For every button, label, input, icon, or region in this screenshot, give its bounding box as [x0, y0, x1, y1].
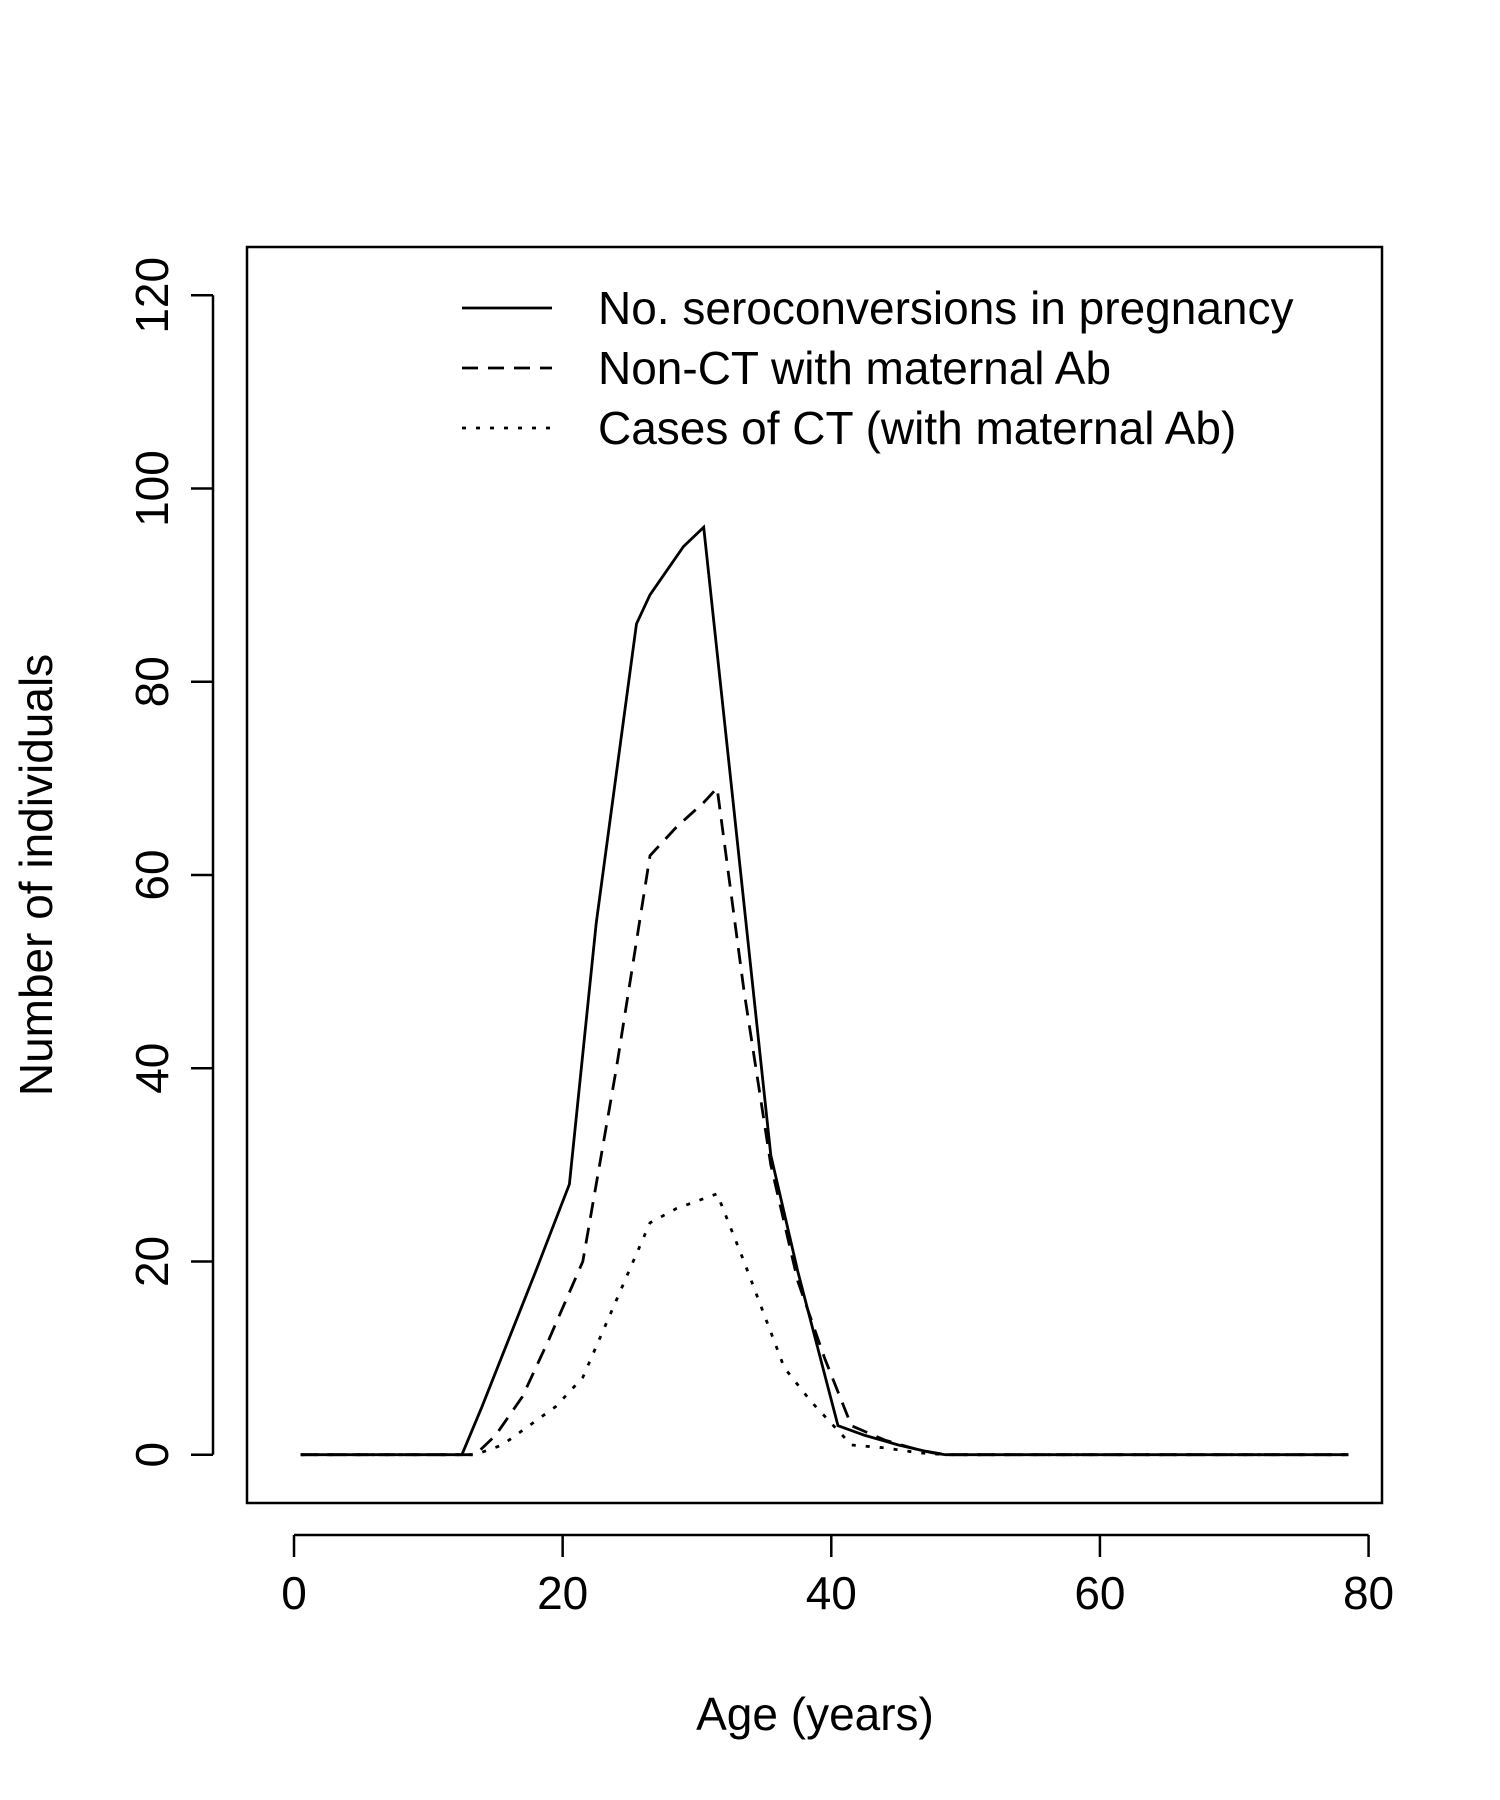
series-line-dotted	[300, 1192, 1349, 1457]
y-tick-label: 40	[126, 1043, 178, 1094]
y-tick-label: 100	[126, 450, 178, 527]
y-tick-label: 0	[126, 1442, 178, 1468]
series-line-solid	[300, 524, 1349, 1457]
y-axis-label: Number of individuals	[10, 654, 62, 1096]
x-tick-label: 0	[281, 1567, 307, 1619]
y-axis: 0 20 40 60 80 100 120	[126, 257, 215, 1468]
x-tick-label: 40	[806, 1567, 857, 1619]
legend: No. seroconversions in pregnancy Non-CT w…	[462, 282, 1293, 454]
y-tick-label: 60	[126, 849, 178, 900]
plot-frame	[245, 245, 1384, 1505]
x-axis-label: Age (years)	[696, 1688, 934, 1740]
series-line-dashed	[300, 784, 1349, 1457]
x-tick-label: 20	[537, 1567, 588, 1619]
y-tick-label: 80	[126, 656, 178, 707]
x-tick-label: 80	[1343, 1567, 1394, 1619]
legend-label: Cases of CT (with maternal Ab)	[598, 402, 1236, 454]
legend-label: No. seroconversions in pregnancy	[598, 282, 1293, 334]
x-axis: 0 20 40 60 80	[281, 1533, 1394, 1619]
y-tick-label: 20	[126, 1236, 178, 1287]
series-layer	[300, 524, 1349, 1457]
legend-label: Non-CT with maternal Ab	[598, 342, 1111, 394]
x-tick-label: 60	[1074, 1567, 1125, 1619]
y-tick-label: 120	[126, 257, 178, 334]
